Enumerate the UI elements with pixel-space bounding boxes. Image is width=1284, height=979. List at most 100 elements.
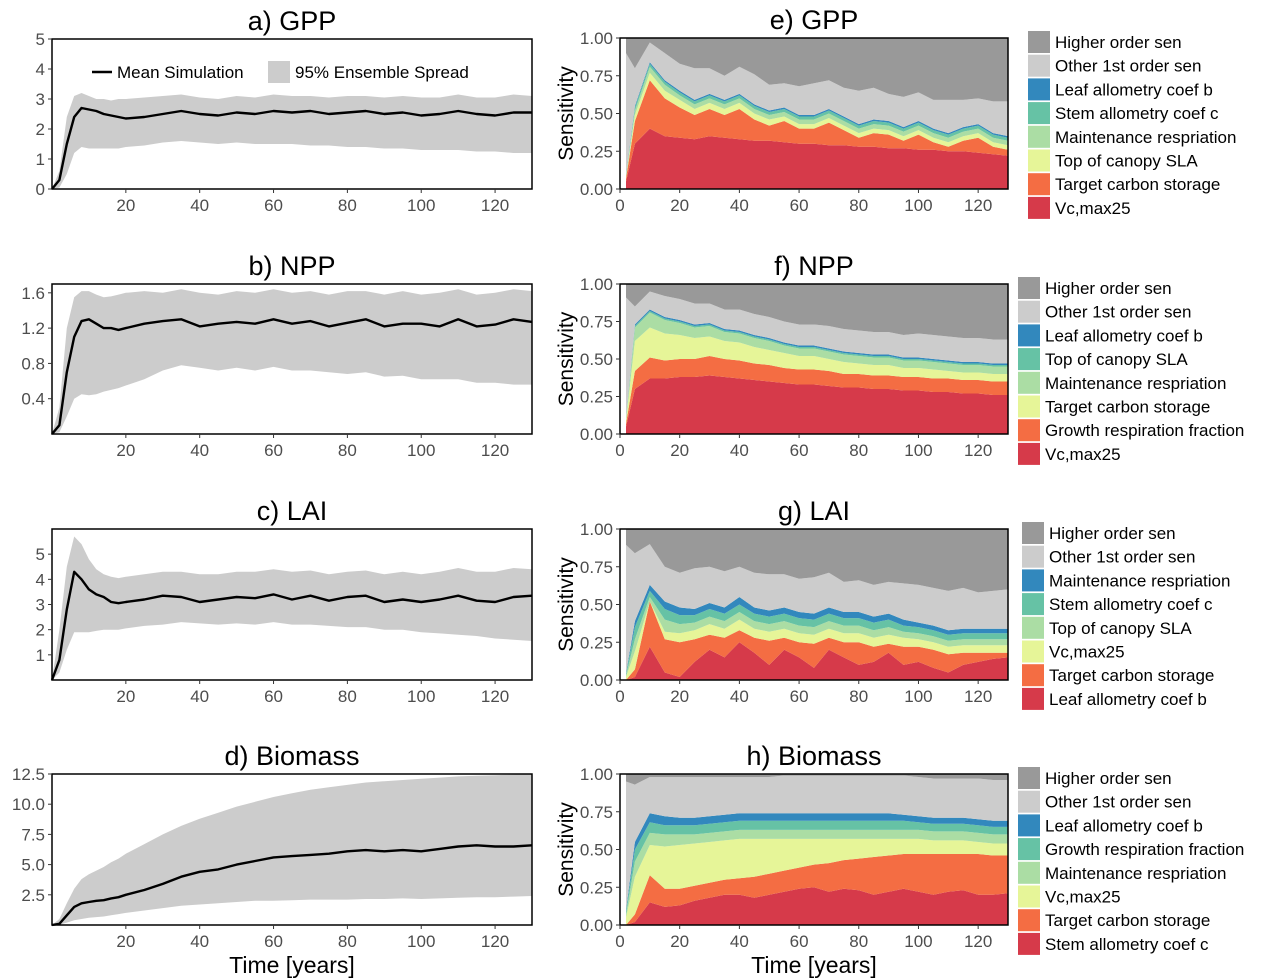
mean-simulation-line [51, 106, 532, 190]
legend-swatch [1018, 790, 1040, 813]
y-tick-label: 2 [36, 120, 45, 139]
area-vc-max25 [626, 375, 1008, 434]
legend-label: Other 1st order sen [1045, 793, 1191, 812]
x-tick-label: 0 [615, 687, 624, 706]
legend-swatch [1028, 196, 1050, 219]
x-tick-label: 120 [481, 932, 509, 951]
y-tick-label: 0.25 [580, 142, 613, 161]
plot-frame [51, 283, 533, 435]
y-tick-label: 1.2 [21, 319, 45, 338]
x-tick-label: 0 [615, 441, 624, 460]
y-tick-label: 3 [36, 596, 45, 615]
panel-f: 0 20 40 60 80 100 120 0.00 0.25 0.50 0.75 1.00 f) NP… [555, 251, 1244, 465]
legend-label: Target carbon storage [1045, 398, 1210, 417]
area-stem-allometry-coef-c [626, 590, 1008, 676]
x-tick-label: 80 [338, 932, 357, 951]
y-tick-label: 0.25 [580, 633, 613, 652]
x-tick-label: 100 [904, 932, 932, 951]
area-maintenance-respriation [626, 829, 1008, 918]
y-tick-label: 5 [36, 30, 45, 49]
legend-swatch [1022, 569, 1044, 592]
y-tick-label: 0.75 [580, 558, 613, 577]
x-tick-label: 100 [904, 196, 932, 215]
x-tick-label: 100 [904, 441, 932, 460]
x-tick-label: 40 [730, 932, 749, 951]
area-maintenance-respriation [626, 584, 1008, 674]
legend-label: Other 1st order sen [1049, 548, 1195, 567]
panel-e: 0 20 40 60 80 100 120 0.00 0.25 0.50 0.75 1.00 e) GP… [555, 5, 1236, 219]
y-tick-label: 5 [36, 545, 45, 564]
y-tick-label: 0.75 [580, 313, 613, 332]
x-tick-label: 60 [264, 196, 283, 215]
x-tick-label: 20 [670, 196, 689, 215]
legend-swatch [1018, 442, 1040, 465]
y-tick-label: 0.00 [580, 671, 613, 690]
x-tick-label: 120 [964, 932, 992, 951]
y-tick-label: 1.00 [580, 765, 613, 784]
legend-label: Target carbon storage [1055, 175, 1220, 194]
y-tick-label: 0.50 [580, 350, 613, 369]
y-tick-label: 4 [36, 60, 45, 79]
legend-swatch [1018, 814, 1040, 837]
y-tick-label: 1 [36, 150, 45, 169]
y-tick-label: 0.8 [21, 354, 45, 373]
ensemble-spread-band [52, 93, 532, 189]
legend-label: Growth respiration fraction [1045, 840, 1244, 859]
x-tick-label: 120 [481, 441, 509, 460]
legend-swatch [1022, 687, 1044, 710]
plot-frame [51, 773, 533, 926]
y-tick-label: 2.5 [21, 886, 45, 905]
legend-label: Higher order sen [1055, 33, 1182, 52]
x-tick-label: 120 [964, 196, 992, 215]
y-tick-label: 0.25 [580, 388, 613, 407]
legend-label: Leaf allometry coef b [1049, 690, 1207, 709]
legend-swatch [1028, 149, 1050, 172]
legend-label: Vc,max25 [1055, 199, 1131, 218]
panel-a: 20 40 60 80 100 120 0 1 2 3 4 5 a) GPP Mean Simulatio… [36, 6, 533, 215]
legend-swatch [1028, 102, 1050, 125]
y-tick-label: 0.75 [580, 803, 613, 822]
legend-label: Maintenance respriation [1055, 128, 1236, 147]
legend-label: Higher order sen [1049, 524, 1176, 543]
y-tick-label: 7.5 [21, 825, 45, 844]
y-axis-label: Sensitivity [555, 311, 578, 406]
y-tick-label: 3 [36, 90, 45, 109]
x-tick-label: 80 [849, 687, 868, 706]
y-tick-label: 0.00 [580, 916, 613, 935]
area-leaf-allometry-coef-b [626, 813, 1008, 912]
area-vc-max25 [626, 838, 1008, 925]
legend-swatch [1028, 78, 1050, 101]
legend-spread-label: 95% Ensemble Spread [295, 63, 469, 82]
area-other-1st-order-sen [626, 775, 1008, 910]
legend-swatch [1018, 861, 1040, 884]
panel-title: g) LAI [778, 496, 850, 526]
area-target-carbon-storage [626, 601, 1008, 680]
x-tick-label: 60 [264, 932, 283, 951]
y-tick-label: 1.00 [580, 29, 613, 48]
legend-label: Maintenance respriation [1045, 374, 1226, 393]
x-tick-label: 80 [849, 441, 868, 460]
legend-spread-swatch [268, 61, 290, 83]
legend-mean-label: Mean Simulation [117, 63, 244, 82]
x-tick-label: 40 [190, 196, 209, 215]
panel-title: e) GPP [770, 5, 859, 35]
x-tick-label: 20 [116, 441, 135, 460]
legend-swatch [1022, 640, 1044, 663]
y-axis-label: Sensitivity [555, 802, 578, 897]
legend-swatch [1018, 395, 1040, 418]
y-tick-label: 0.50 [580, 105, 613, 124]
y-tick-label: 1.6 [21, 284, 45, 303]
x-axis-label: Time [years] [751, 952, 877, 978]
legend-swatch [1018, 932, 1040, 955]
x-tick-label: 60 [790, 687, 809, 706]
legend-swatch [1018, 348, 1040, 371]
legend-label: Stem allometry coef c [1055, 104, 1219, 123]
x-tick-label: 80 [338, 441, 357, 460]
area-maintenance-respriation [626, 312, 1008, 421]
x-tick-label: 20 [670, 687, 689, 706]
mean-simulation-line [50, 570, 533, 681]
x-tick-label: 100 [904, 687, 932, 706]
legend-label: Vc,max25 [1045, 445, 1121, 464]
ensemble-spread-band [52, 289, 532, 434]
legend-swatch [1028, 31, 1050, 53]
